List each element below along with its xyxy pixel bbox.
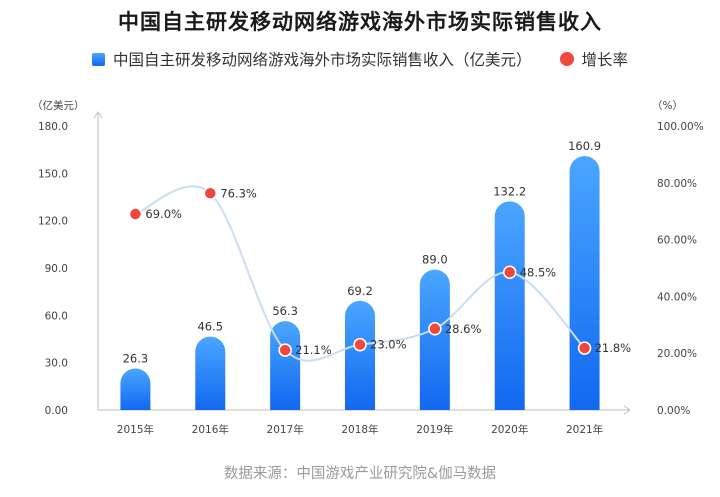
legend-growth-label: 增长率 (581, 51, 629, 69)
growth-point (353, 337, 367, 352)
y-axis-left-tick: 150.0 (38, 168, 68, 180)
growth-point (502, 265, 517, 280)
y-axis-left-tick: 120.0 (38, 216, 68, 228)
bar-value-label: 132.2 (493, 184, 526, 198)
bar-value-label: 46.5 (197, 320, 223, 334)
y-axis-right-tick: 60.00% (657, 235, 697, 247)
y-axis-right-tick: 0.00% (657, 405, 690, 417)
x-axis-tick: 2017年 (267, 423, 304, 436)
x-axis-tick: 2015年 (117, 423, 154, 436)
x-axis-tick: 2021年 (566, 423, 603, 436)
growth-value-label: 21.8% (595, 341, 632, 355)
y-axis-left-tick: 60.0 (45, 310, 68, 322)
y-axis-left-unit: （亿美元） (32, 99, 85, 112)
y-axis-right-tick: 100.00% (657, 121, 704, 133)
bar (569, 156, 600, 410)
growth-value-label: 48.5% (520, 265, 557, 279)
y-axis-left-arrow (93, 111, 103, 119)
bar (419, 269, 450, 410)
bar (494, 201, 525, 410)
bar (270, 321, 301, 410)
growth-value-label: 76.3% (220, 186, 257, 200)
x-axis-tick: 2019年 (416, 423, 453, 436)
bar-value-label: 160.9 (568, 139, 601, 153)
growth-value-label: 21.1% (295, 343, 332, 357)
x-axis-tick: 2018年 (341, 423, 378, 436)
legend-bar-swatch (91, 52, 105, 66)
legend-item-growth: 增长率 (532, 48, 629, 70)
y-axis-right-tick: 80.00% (657, 178, 697, 190)
x-axis-tick: 2016年 (192, 423, 229, 436)
y-axis-left-tick: 90.0 (45, 263, 68, 275)
growth-value-label: 69.0% (145, 207, 182, 221)
y-axis-left-tick: 180.0 (38, 121, 68, 133)
growth-point (278, 343, 292, 357)
legend-dot-swatch (559, 52, 574, 66)
bar (195, 336, 226, 410)
x-axis-tick: 2020年 (491, 423, 528, 436)
y-axis-left-tick: 0.00 (45, 405, 68, 417)
growth-value-label: 23.0% (370, 338, 407, 352)
growth-point (203, 186, 218, 201)
legend-revenue-label: 中国自主研发移动网络游戏海外市场实际销售收入（亿美元） (112, 51, 532, 69)
bar-value-label: 26.3 (123, 352, 149, 366)
y-axis-right-tick: 20.00% (657, 348, 697, 360)
page-title: 中国自主研发移动网络游戏海外市场实际销售收入 (118, 10, 602, 34)
growth-point (128, 207, 143, 221)
growth-value-label: 28.6% (445, 322, 482, 336)
bar-value-label: 56.3 (272, 304, 298, 318)
x-axis-arrow (623, 405, 631, 415)
legend-item-revenue: 中国自主研发移动网络游戏海外市场实际销售收入（亿美元） (91, 48, 532, 70)
y-axis-right-tick: 40.00% (657, 291, 697, 303)
bar-value-label: 89.0 (422, 253, 448, 267)
y-axis-left-tick: 30.0 (45, 358, 68, 370)
bar-value-label: 69.2 (347, 284, 373, 298)
legend: 中国自主研发移动网络游戏海外市场实际销售收入（亿美元） 增长率 (0, 48, 720, 70)
source-note: 数据来源：中国游戏产业研究院&伽马数据 (223, 466, 497, 482)
y-axis-right-unit: （%） (652, 100, 683, 112)
growth-point (428, 322, 442, 336)
bar (345, 300, 375, 410)
growth-point (577, 341, 592, 355)
bar (120, 368, 151, 410)
